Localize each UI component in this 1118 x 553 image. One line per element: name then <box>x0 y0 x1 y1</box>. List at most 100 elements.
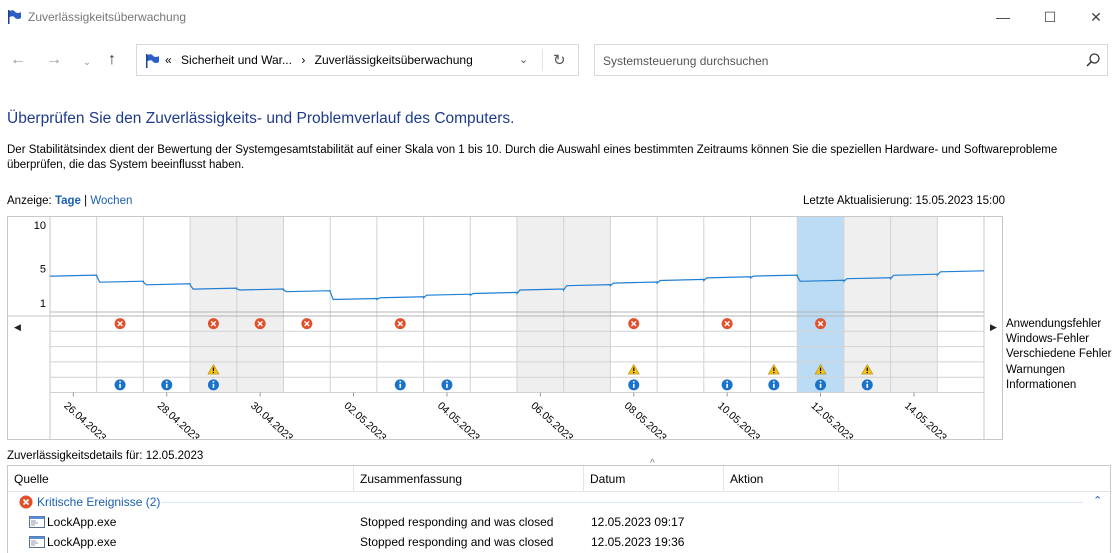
day-column[interactable] <box>750 217 798 393</box>
navigation-bar: ← → ⌄ ↑ « Sicherheit und War... › Zuverl… <box>0 36 1118 84</box>
details-table: ^ Quelle Zusammenfassung Datum Aktion Kr… <box>7 458 1112 553</box>
information-icon-mark <box>632 383 635 388</box>
address-bar[interactable]: « Sicherheit und War... › Zuverlässigkei… <box>136 44 579 76</box>
group-critical-events[interactable]: Kritische Ereignisse (2) ⌃ <box>8 492 1112 512</box>
information-icon-mark <box>212 380 215 383</box>
information-icon-mark <box>165 380 168 383</box>
legend-warnings: Warnungen <box>1006 363 1066 376</box>
day-column[interactable] <box>843 217 891 393</box>
refresh-icon[interactable]: ↻ <box>553 52 566 69</box>
view-selector: Anzeige: Tage | Wochen <box>7 195 132 207</box>
minimize-button[interactable]: — <box>996 9 1010 25</box>
day-column[interactable] <box>96 217 144 393</box>
column-header-action[interactable]: Aktion <box>730 472 764 486</box>
breadcrumb-item-security[interactable]: Sicherheit und War... <box>181 53 292 67</box>
information-icon-mark <box>819 383 822 388</box>
column-divider[interactable] <box>583 466 584 492</box>
y-tick-label: 10 <box>34 220 46 232</box>
row-summary: Stopped responding and was closed <box>360 515 554 529</box>
breadcrumb-overflow[interactable]: « <box>165 53 172 67</box>
scroll-left-icon[interactable]: ◀ <box>14 323 21 333</box>
information-icon-mark <box>773 383 775 388</box>
y-tick-label: 1 <box>40 298 46 310</box>
page-description: Der Stabilitätsindex dient der Bewertung… <box>7 144 1058 171</box>
application-icon <box>29 536 45 548</box>
information-icon-mark <box>726 383 728 388</box>
day-column[interactable] <box>283 217 331 393</box>
legend-misc-errors: Verschiedene Fehler <box>1006 348 1112 361</box>
information-icon-mark <box>446 383 448 388</box>
day-column[interactable] <box>376 217 424 393</box>
back-button[interactable]: ← <box>10 51 26 68</box>
chevron-down-icon[interactable]: ⌄ <box>519 54 529 66</box>
day-column[interactable] <box>703 217 751 393</box>
divider <box>542 49 543 71</box>
day-column[interactable] <box>143 217 191 393</box>
warning-icon-mark <box>633 371 635 374</box>
column-divider[interactable] <box>723 466 724 492</box>
x-tick-label: 10.05.2023 <box>715 400 762 439</box>
warning-icon-mark <box>633 367 635 372</box>
column-header-date[interactable]: Datum <box>590 472 626 486</box>
legend-application-errors: Anwendungsfehler <box>1006 318 1102 330</box>
reliability-chart-svg[interactable]: 10 5 1 26.04.2023 28.04.2023 30.04.2023 02.05.… <box>8 217 1002 439</box>
day-column[interactable] <box>610 217 658 393</box>
information-icon-mark <box>819 380 822 383</box>
information-icon-mark <box>772 380 775 383</box>
up-button[interactable]: ↑ <box>108 51 116 68</box>
view-days-link[interactable]: Tage <box>54 195 81 207</box>
information-icon-mark <box>119 380 121 383</box>
selected-day-column[interactable] <box>797 217 844 393</box>
day-column[interactable] <box>50 217 97 393</box>
search-input[interactable]: Systemsteuerung durchsuchen <box>594 44 1108 76</box>
sort-indicator-icon: ^ <box>650 458 655 469</box>
day-column[interactable] <box>236 217 284 393</box>
reliability-chart[interactable]: 10 5 1 26.04.2023 28.04.2023 30.04.2023 02.05.… <box>7 216 1003 440</box>
scroll-right-icon[interactable]: ▶ <box>990 323 997 333</box>
day-column[interactable] <box>890 217 938 393</box>
information-icon-mark <box>212 383 215 388</box>
x-tick-label: 26.04.2023 <box>61 400 108 439</box>
legend-windows-errors: Windows-Fehler <box>1006 333 1090 346</box>
day-column[interactable] <box>423 217 471 393</box>
forward-button[interactable]: → <box>46 51 62 68</box>
table-row[interactable]: LockApp.exe Stopped responding and was c… <box>8 532 1112 552</box>
error-icon-mark <box>397 320 404 327</box>
group-title[interactable]: Kritische Ereignisse (2) <box>37 495 161 509</box>
day-column[interactable] <box>470 217 517 393</box>
day-column[interactable] <box>563 217 611 393</box>
day-column[interactable] <box>657 217 704 393</box>
warning-icon-mark <box>212 371 215 374</box>
day-column[interactable] <box>190 217 237 393</box>
column-header-summary[interactable]: Zusammenfassung <box>360 472 463 486</box>
day-column[interactable] <box>517 217 564 393</box>
column-header-source[interactable]: Quelle <box>14 472 49 486</box>
warning-icon-mark <box>866 371 868 374</box>
error-icon-mark <box>817 320 824 327</box>
view-weeks-link[interactable]: Wochen <box>90 195 133 207</box>
breadcrumb-separator[interactable]: › <box>301 53 306 67</box>
row-source: LockApp.exe <box>47 515 117 529</box>
column-divider[interactable] <box>838 466 839 492</box>
row-summary: Stopped responding and was closed <box>360 535 554 549</box>
flag-icon <box>146 54 159 68</box>
breadcrumb-item-current[interactable]: Zuverlässigkeitsüberwachung <box>314 53 473 67</box>
recent-locations-button[interactable]: ⌄ <box>82 56 92 68</box>
window-title: Zuverlässigkeitsüberwachung <box>28 10 187 24</box>
x-tick-label: 30.04.2023 <box>248 400 295 439</box>
row-date: 12.05.2023 19:36 <box>591 535 685 549</box>
column-divider[interactable] <box>353 466 354 492</box>
day-column[interactable] <box>330 217 377 393</box>
day-column[interactable] <box>937 217 984 393</box>
row-date: 12.05.2023 09:17 <box>591 515 685 529</box>
error-icon <box>19 495 33 509</box>
maximize-button[interactable]: ☐ <box>1043 8 1057 25</box>
view-separator: | <box>84 195 88 207</box>
search-icon[interactable] <box>1085 52 1101 68</box>
warning-icon-mark <box>773 371 775 374</box>
close-button[interactable]: ✕ <box>1090 8 1102 25</box>
collapse-icon[interactable]: ⌃ <box>1093 495 1103 507</box>
stability-index-line <box>50 270 985 301</box>
table-row[interactable]: LockApp.exe Stopped responding and was c… <box>8 512 1112 532</box>
